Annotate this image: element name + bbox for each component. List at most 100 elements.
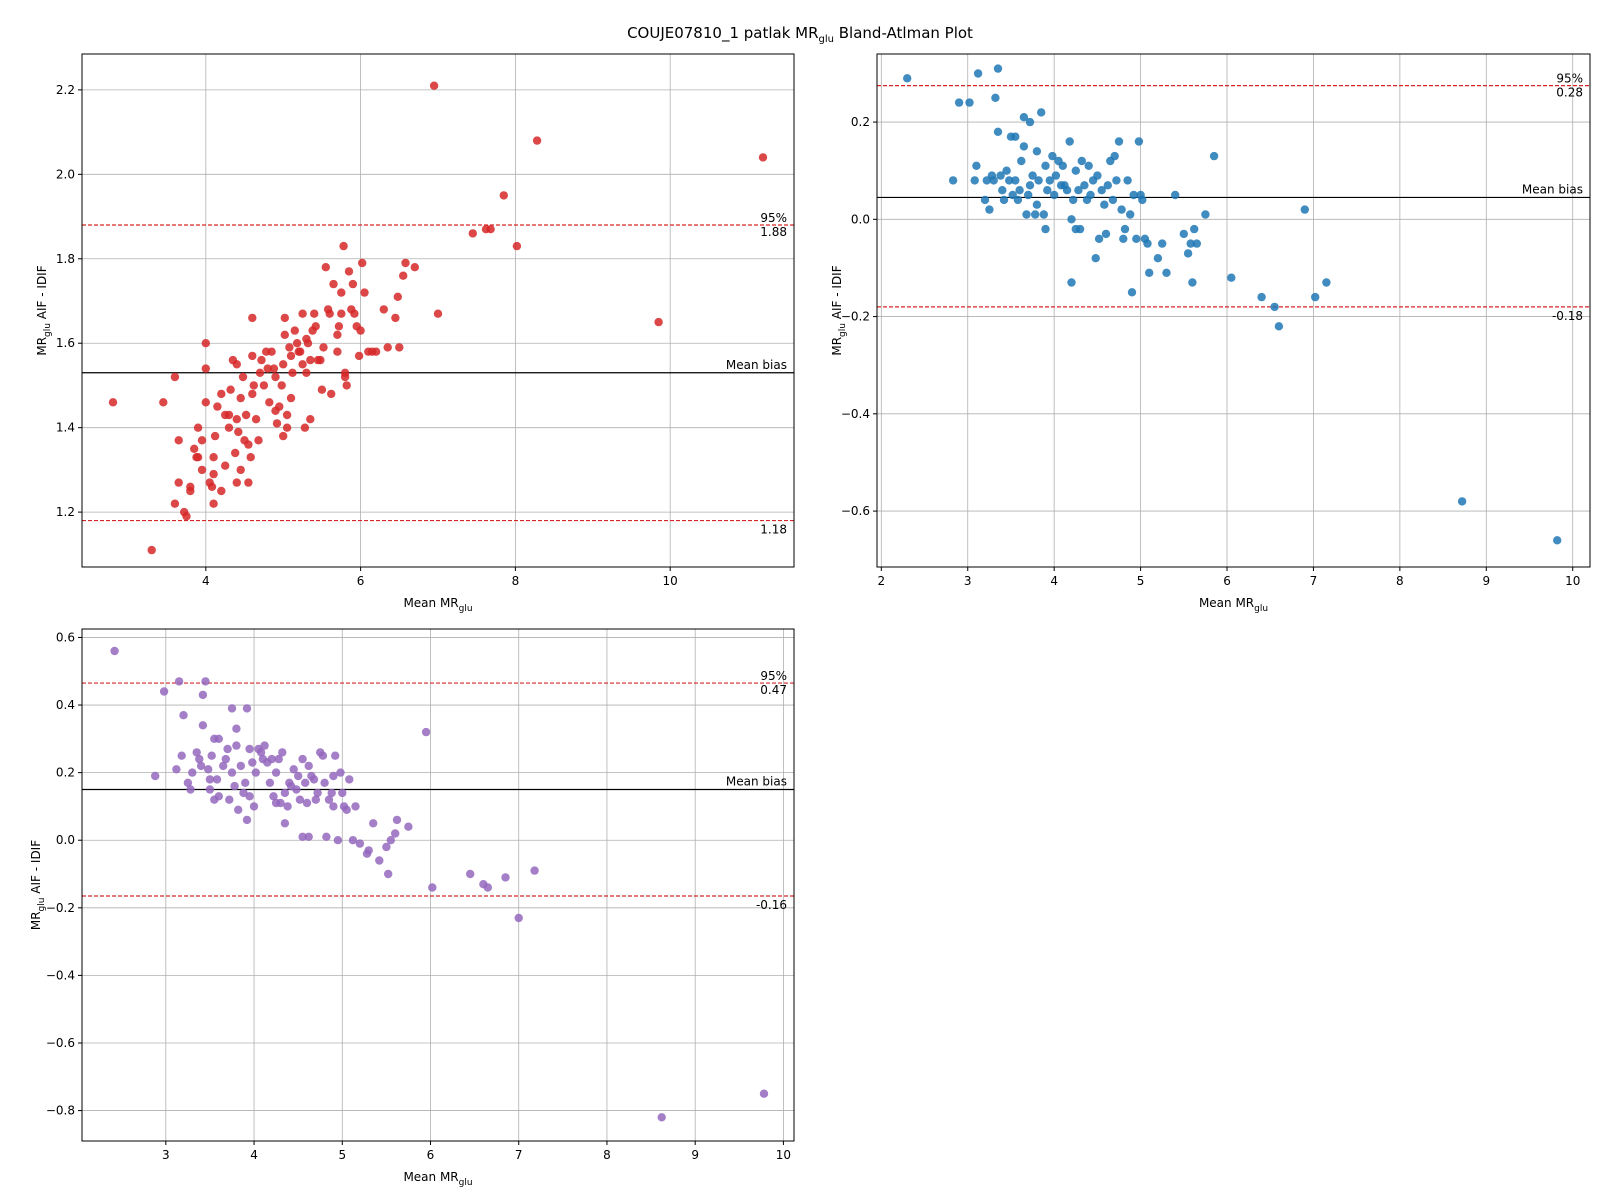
data-point <box>428 883 437 892</box>
upper-limit-value-label: 0.47 <box>760 683 787 697</box>
upper-limit-pct-label: 95% <box>760 211 787 225</box>
y-axis-label-main: MR <box>830 337 844 356</box>
figure-title-main: COUJE07810_1 patlak MR <box>627 24 818 43</box>
x-tick-label: 2 <box>878 574 886 588</box>
data-point <box>277 381 286 390</box>
y-tick-label: −0.6 <box>841 504 870 518</box>
data-point <box>1086 190 1095 200</box>
data-point <box>657 1113 666 1122</box>
data-point <box>255 368 265 377</box>
data-point <box>201 339 210 348</box>
data-point <box>989 176 998 185</box>
data-point <box>355 839 365 848</box>
y-axis-label: MRglu AIF - IDIF <box>29 840 47 930</box>
upper-limit-value-label: 1.88 <box>760 225 787 239</box>
data-point <box>234 805 243 814</box>
data-point <box>1037 108 1046 117</box>
mean-bias-label: Mean bias <box>726 775 787 789</box>
data-point <box>329 771 338 781</box>
data-point <box>991 93 1000 103</box>
data-point <box>329 279 338 289</box>
axes-frame <box>81 628 795 1142</box>
data-point <box>188 768 197 777</box>
data-point <box>311 795 320 804</box>
data-point <box>345 775 354 784</box>
data-point <box>998 186 1007 195</box>
data-point <box>174 677 184 686</box>
data-point <box>1045 176 1055 185</box>
data-point <box>110 646 119 656</box>
data-point <box>1041 161 1050 170</box>
data-point <box>337 309 346 318</box>
y-axis-label-subscript: glu <box>43 323 53 337</box>
x-tick-label: 4 <box>202 574 210 588</box>
x-tick-label: 5 <box>338 1148 346 1162</box>
data-point <box>350 309 359 318</box>
data-point <box>468 229 477 238</box>
y-tick-label: 1.2 <box>56 505 75 519</box>
y-tick-label: 1.8 <box>56 252 75 266</box>
subplot-1: 95%1.88 Mean bias 1.18 4 6 8 10 1.2 1.4 1.6 1.8 2.0… <box>35 53 795 614</box>
y-tick-label: 0.6 <box>56 630 75 644</box>
data-point <box>1134 137 1144 146</box>
data-point <box>331 751 340 760</box>
data-point <box>269 792 278 801</box>
data-point <box>170 372 180 382</box>
data-point <box>280 330 289 339</box>
data-point <box>1274 322 1284 331</box>
data-point <box>234 427 243 437</box>
data-point <box>302 798 312 808</box>
data-point <box>248 758 257 767</box>
figure-title: COUJE07810_1 patlak MRglu Bland-Atlman P… <box>627 24 973 45</box>
data-point <box>1119 234 1128 243</box>
data-point <box>246 453 255 462</box>
data-point <box>242 815 252 825</box>
data-point <box>499 191 508 200</box>
data-point <box>186 482 195 491</box>
data-point <box>207 751 216 760</box>
data-point <box>383 343 392 352</box>
data-point <box>1158 239 1167 248</box>
data-point <box>1013 195 1023 205</box>
data-point <box>1039 210 1049 219</box>
data-point <box>333 330 342 339</box>
data-point <box>241 410 251 420</box>
data-point <box>410 263 419 272</box>
data-point <box>309 775 319 784</box>
data-point <box>183 778 193 787</box>
data-point <box>1138 195 1147 205</box>
data-point <box>283 802 292 811</box>
data-points <box>110 646 769 1122</box>
data-point <box>193 423 203 432</box>
data-point <box>179 711 188 720</box>
data-point <box>1097 186 1106 195</box>
data-point <box>1019 142 1029 151</box>
data-point <box>224 410 234 420</box>
data-point <box>401 258 410 268</box>
y-tick-label: 1.4 <box>56 421 75 435</box>
y-axis-label: MRglu AIF - IDIF <box>35 265 53 355</box>
data-point <box>1270 302 1279 312</box>
y-axis-label: MRglu AIF - IDIF <box>830 265 848 355</box>
x-axis-label-subscript: glu <box>1254 604 1268 614</box>
data-point <box>1091 254 1100 263</box>
data-point <box>192 748 201 757</box>
data-point <box>1023 190 1033 200</box>
y-tick-label: 0.4 <box>56 698 75 712</box>
data-point <box>276 798 285 808</box>
data-point <box>196 761 206 771</box>
x-axis-label-main: Mean MR <box>403 1170 458 1184</box>
data-point <box>1043 186 1052 195</box>
data-point <box>466 869 475 879</box>
data-point <box>1050 190 1059 200</box>
data-point <box>364 846 373 855</box>
data-point <box>1074 186 1083 195</box>
data-point <box>245 792 254 801</box>
data-point <box>392 815 402 825</box>
data-point <box>1553 536 1562 545</box>
y-tick-label: −0.2 <box>841 310 870 324</box>
data-point <box>965 98 974 107</box>
mean-bias-label: Mean bias <box>1522 182 1583 196</box>
data-point <box>321 263 330 272</box>
